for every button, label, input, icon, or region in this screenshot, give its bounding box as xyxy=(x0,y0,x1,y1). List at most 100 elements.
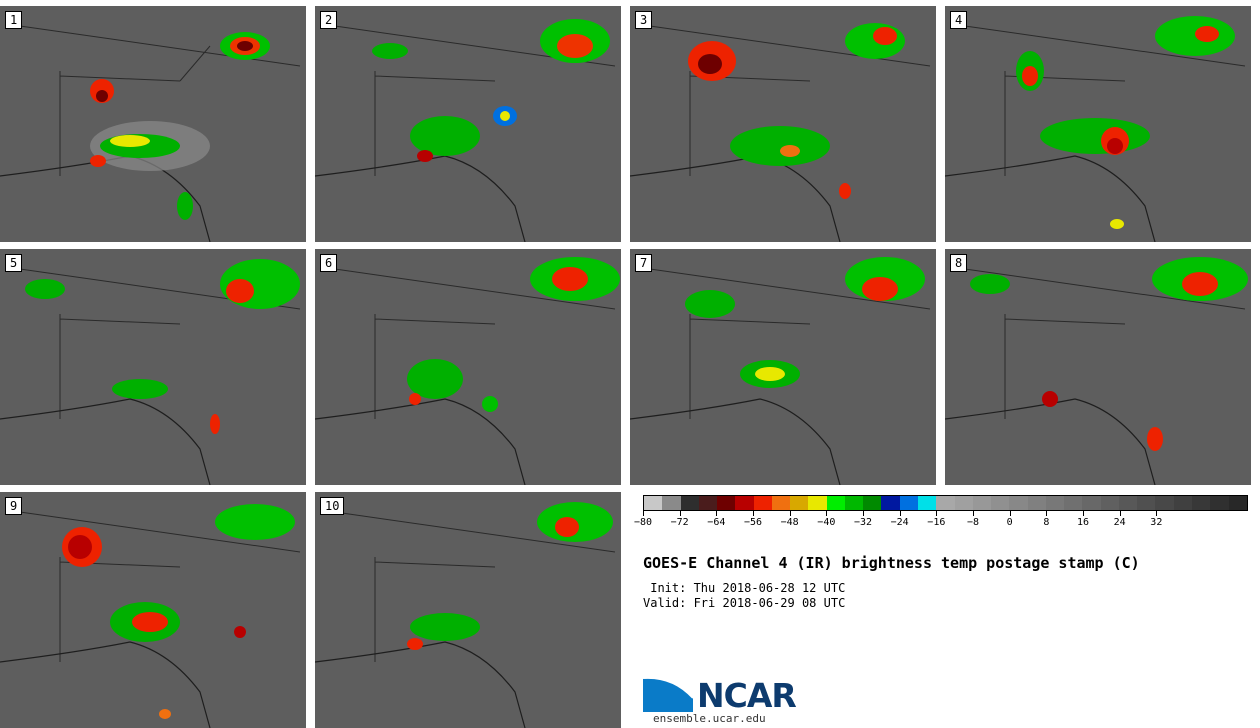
stamp-panel-1: 1 xyxy=(0,6,306,242)
colorbar-cell xyxy=(972,496,992,510)
panel-number: 4 xyxy=(950,11,968,29)
colorbar-cell xyxy=(1191,496,1211,510)
colorbar-cell xyxy=(881,496,900,510)
colorbar-cell xyxy=(991,496,1010,510)
website: ensemble.ucar.edu xyxy=(653,712,766,725)
colorbar-tick xyxy=(1046,511,1048,516)
colorbar-cell xyxy=(1064,496,1083,510)
colorbar-cell xyxy=(698,496,718,510)
colorbar-tick-label: −64 xyxy=(707,517,726,528)
colorbar-cell xyxy=(844,496,864,510)
colorbar-tick-label: 24 xyxy=(1113,517,1126,528)
colorbar-cell xyxy=(680,496,699,510)
panel-number: 7 xyxy=(635,254,653,272)
stamp-panel-4: 4 xyxy=(945,6,1251,242)
colorbar-cell xyxy=(790,496,809,510)
colorbar-tick-label: −56 xyxy=(743,517,763,528)
satellite-image xyxy=(315,249,621,485)
satellite-image xyxy=(945,6,1251,242)
colorbar-tick-label: −16 xyxy=(927,517,946,528)
colorbar-tick xyxy=(679,511,681,516)
panel-number: 5 xyxy=(5,254,23,272)
colorbar-tick-label: −8 xyxy=(966,517,980,528)
logo-text: NCAR xyxy=(697,676,797,715)
satellite-image xyxy=(0,6,306,242)
colorbar-cell xyxy=(1027,496,1046,510)
colorbar-cell xyxy=(771,496,791,510)
panel-number: 10 xyxy=(320,497,345,515)
panel-number: 6 xyxy=(320,254,338,272)
stamp-panel-10: 10 xyxy=(315,492,621,728)
satellite-image xyxy=(315,6,621,242)
colorbar-cell xyxy=(936,496,955,510)
panel-number: 8 xyxy=(950,254,968,272)
colorbar-tick xyxy=(1083,511,1084,516)
colorbar-tick-label: −80 xyxy=(633,517,653,528)
colorbar-tick-label: −72 xyxy=(670,517,689,528)
colorbar-tick xyxy=(1119,511,1121,516)
colorbar-cell xyxy=(1009,496,1028,510)
stamp-panel-2: 2 xyxy=(315,6,621,242)
stamp-panel-7: 7 xyxy=(630,249,936,485)
colorbar-cell xyxy=(1100,496,1119,510)
colorbar-tick-label: 16 xyxy=(1076,517,1090,528)
panel-number: 2 xyxy=(320,11,338,29)
colorbar-ticks: −80 −72 −64 −56 −48 −40 −32 −24 −16 −8 0 8 16 24 32 xyxy=(634,511,1248,531)
figure-title: GOES-E Channel 4 (IR) brightness temp po… xyxy=(643,554,1140,572)
colorbar-tick xyxy=(826,511,828,516)
stamp-panel-6: 6 xyxy=(315,249,621,485)
colorbar-cell xyxy=(1228,496,1247,510)
satellite-image xyxy=(630,249,936,485)
valid-time: Valid: Fri 2018-06-29 08 UTC xyxy=(643,596,846,610)
colorbar-cell xyxy=(717,496,736,510)
satellite-image xyxy=(945,249,1251,485)
stamp-panel-5: 5 xyxy=(0,249,306,485)
ncar-logo-icon xyxy=(643,676,694,712)
colorbar-tick xyxy=(973,511,974,516)
colorbar-cell xyxy=(1118,496,1138,510)
colorbar-tick xyxy=(643,511,644,516)
colorbar-tick xyxy=(716,511,718,516)
panel-number: 9 xyxy=(5,497,23,515)
colorbar-cell xyxy=(899,496,918,510)
colorbar-cell xyxy=(1155,496,1174,510)
colorbar-tick xyxy=(789,511,791,516)
colorbar-cell xyxy=(1045,496,1065,510)
colorbar-tick-label: 8 xyxy=(1043,517,1050,528)
colorbar xyxy=(643,495,1248,511)
colorbar-tick-label: −32 xyxy=(853,517,873,528)
colorbar-tick-label: −24 xyxy=(890,517,909,528)
colorbar-tick xyxy=(1009,511,1011,516)
stamp-panel-8: 8 xyxy=(945,249,1251,485)
panel-number: 1 xyxy=(5,11,23,29)
panel-number: 3 xyxy=(635,11,653,29)
colorbar-tick xyxy=(1156,511,1158,516)
colorbar-tick xyxy=(936,511,938,516)
colorbar-cell xyxy=(863,496,882,510)
colorbar-cell xyxy=(954,496,973,510)
colorbar-tick-label: 32 xyxy=(1150,517,1163,528)
colorbar-cell xyxy=(1137,496,1156,510)
colorbar-tick xyxy=(753,511,754,516)
stamp-panel-9: 9 xyxy=(0,492,306,728)
colorbar-cell xyxy=(753,496,772,510)
colorbar-tick xyxy=(863,511,864,516)
colorbar-cell xyxy=(808,496,827,510)
colorbar-tick-label: −40 xyxy=(817,517,836,528)
satellite-image xyxy=(630,6,936,242)
colorbar-cell xyxy=(662,496,681,510)
colorbar-cell xyxy=(1082,496,1101,510)
colorbar-tick-label: 0 xyxy=(1006,517,1013,528)
colorbar-cell xyxy=(826,496,845,510)
stamp-panel-3: 3 xyxy=(630,6,936,242)
colorbar-cell xyxy=(917,496,937,510)
colorbar-cell xyxy=(735,496,754,510)
satellite-image xyxy=(0,249,306,485)
colorbar-cell xyxy=(1210,496,1229,510)
satellite-image xyxy=(0,492,306,728)
init-time: Init: Thu 2018-06-28 12 UTC xyxy=(643,581,846,595)
colorbar-tick xyxy=(899,511,901,516)
colorbar-tick-label: −48 xyxy=(780,517,799,528)
satellite-image xyxy=(315,492,621,728)
colorbar-cell xyxy=(644,496,663,510)
